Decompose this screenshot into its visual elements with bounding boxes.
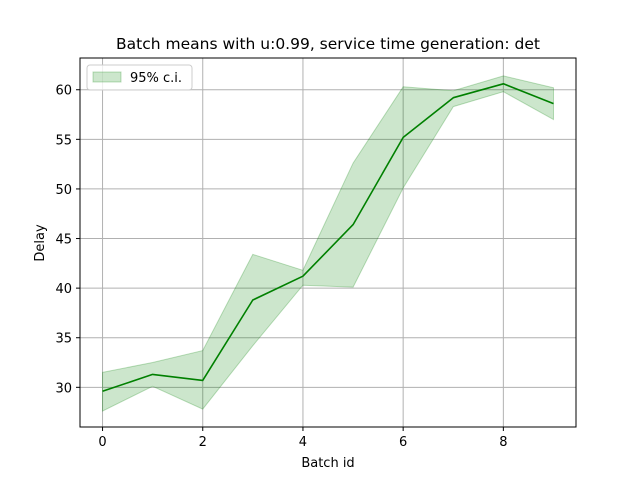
confidence-band-group [102,75,554,412]
confidence-band [102,75,554,412]
x-tick-label: 0 [98,435,106,450]
chart-title: Batch means with u:0.99, service time ge… [116,35,540,53]
x-axis-ticks: 0 2 4 6 8 [98,427,507,450]
series-line [102,83,554,393]
y-tick-label: 40 [55,282,72,297]
legend-frame [86,64,193,91]
y-tick-label: 45 [55,233,72,248]
x-tick-label: 4 [299,435,307,450]
legend-label: 95% c.i. [130,71,182,86]
x-axis-label: Batch id [301,456,354,471]
y-tick-label: 50 [55,183,72,198]
legend: 95% c.i. [86,64,193,91]
x-tick-label: 6 [399,435,407,450]
series-group [102,83,554,393]
y-tick-label: 60 [55,84,72,99]
y-axis-label: Delay [33,224,48,262]
x-tick-label: 8 [499,435,507,450]
y-tick-label: 55 [55,133,72,148]
plot-frame [79,57,577,428]
legend-swatch [92,71,122,83]
x-tick-label: 2 [199,435,207,450]
y-tick-label: 35 [55,332,72,347]
y-axis-ticks: 30 35 40 45 50 55 60 [55,84,80,396]
y-tick-label: 30 [55,381,72,396]
